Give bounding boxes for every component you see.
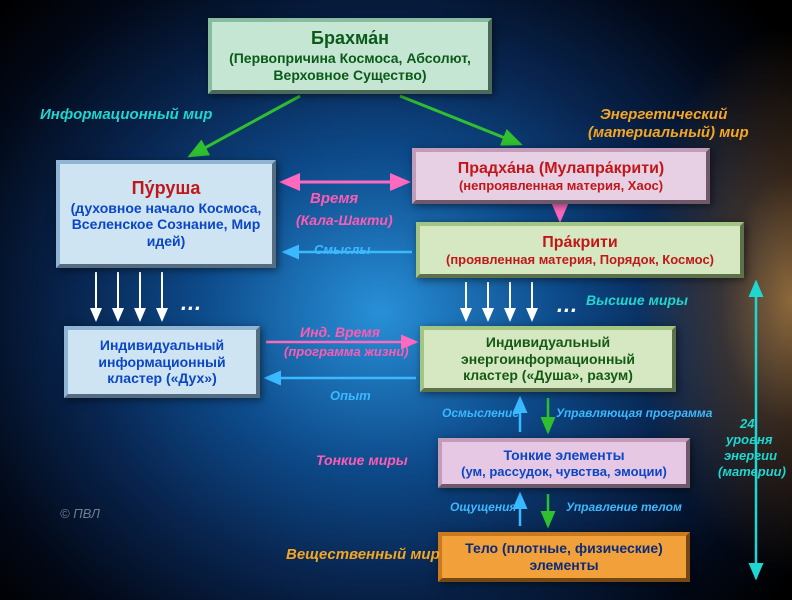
label-ellipsis_l: … [180, 290, 202, 316]
box-telo-title: Тело (плотные, физические) элементы [450, 540, 678, 574]
box-telo: Тело (плотные, физические) элементы [438, 532, 690, 582]
label-ellipsis_r: … [556, 292, 578, 318]
label-info_world: Информационный мир [40, 106, 212, 123]
label-upr_telo: Управление телом [566, 500, 682, 514]
label-ind_time: Инд. Время [300, 324, 380, 340]
label-energy24a: 24 [740, 416, 754, 431]
label-energy_world1: Энергетический [600, 106, 727, 123]
box-dukh-sub: Индивидуальный информационный кластер («… [76, 337, 248, 387]
box-tonkie-sub: (ум, рассудок, чувства, эмоции) [461, 464, 667, 480]
label-kala: (Кала-Шакти) [296, 212, 393, 228]
box-prakriti-title: Пра́крити [542, 233, 617, 252]
label-prog_ctrl: Управляющая программа [556, 406, 712, 420]
diagram-stage: © ПВЛ Брахма́н(Первопричина Космоса, Абс… [0, 0, 792, 600]
watermark: © ПВЛ [60, 506, 100, 521]
label-vysshie: Высшие миры [586, 292, 688, 308]
box-brahman: Брахма́н(Первопричина Космоса, Абсолют, … [208, 18, 492, 94]
label-osh: Ощущения [450, 500, 516, 514]
label-opyt: Опыт [330, 388, 371, 403]
box-dusha: Индивидуальный энергоинформационный клас… [420, 326, 676, 392]
label-smysly: Смыслы [314, 242, 371, 257]
box-pradhana-title: Прадха́на (Мулапра́крити) [458, 159, 665, 178]
box-tonkie-title: Тонкие элементы [503, 447, 624, 464]
label-tonk_miry: Тонкие миры [316, 452, 408, 468]
box-purusha-sub: (духовное начало Космоса, Вселенское Соз… [68, 200, 264, 250]
box-pradhana: Прадха́на (Мулапра́крити)(непроявленная … [412, 148, 710, 204]
box-prakriti: Пра́крити(проявленная материя, Порядок, … [416, 222, 744, 278]
box-purusha: Пу́руша(духовное начало Космоса, Вселенс… [56, 160, 276, 268]
box-dusha-sub: Индивидуальный энергоинформационный клас… [432, 334, 664, 384]
box-purusha-title: Пу́руша [132, 178, 201, 200]
box-tonkie: Тонкие элементы(ум, рассудок, чувства, э… [438, 438, 690, 488]
label-energy_world2: (материальный) мир [588, 124, 749, 141]
label-time: Время [310, 190, 358, 207]
box-brahman-title: Брахма́н [311, 28, 389, 50]
box-brahman-sub: (Первопричина Космоса, Абсолют, Верховно… [220, 50, 480, 84]
label-energy24d: (материи) [718, 464, 786, 479]
label-energy24c: энергии [724, 448, 777, 463]
label-vesh_world: Вещественный мир [286, 546, 440, 563]
box-pradhana-sub: (непроявленная материя, Хаос) [459, 178, 663, 194]
label-osmys: Осмысление [442, 406, 519, 420]
box-prakriti-sub: (проявленная материя, Порядок, Космос) [446, 252, 714, 268]
box-dukh: Индивидуальный информационный кластер («… [64, 326, 260, 398]
label-energy24b: уровня [726, 432, 772, 447]
label-prog_life: (программа жизни) [284, 344, 409, 359]
